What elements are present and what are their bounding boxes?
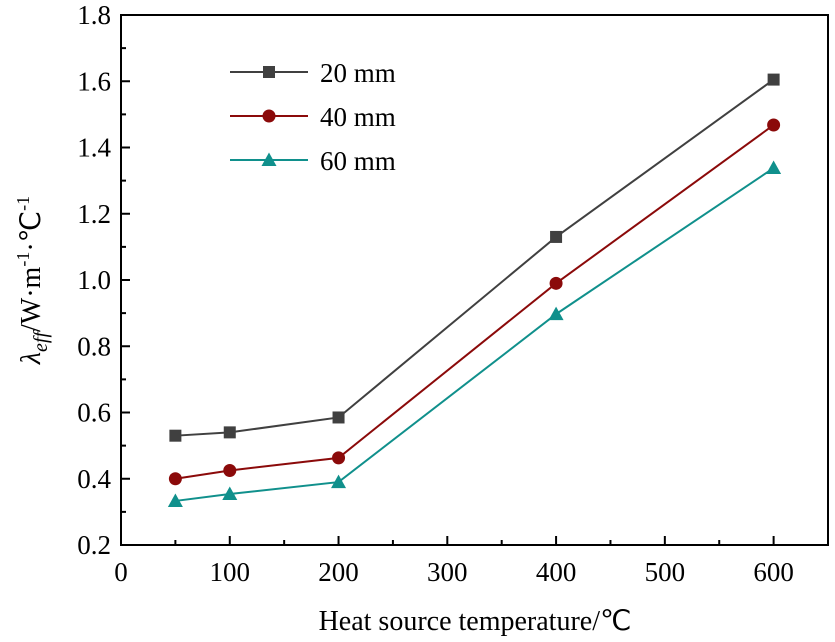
y-tick-label: 0.8: [77, 331, 111, 361]
x-tick-label: 100: [210, 557, 251, 587]
series-line: [175, 124, 775, 480]
y-axis-label: λeff/W·m-1·℃-1: [13, 196, 52, 365]
series-line: [175, 78, 775, 437]
x-tick-label: 300: [427, 557, 468, 587]
y-tick-label: 1.6: [77, 66, 111, 96]
legend-label: 20 mm: [320, 58, 396, 88]
x-tick-label: 0: [114, 557, 128, 587]
square-marker: [332, 411, 345, 424]
square-marker: [223, 426, 236, 439]
y-tick-label: 1.8: [77, 0, 111, 30]
legend-item: 60 mm: [230, 146, 396, 176]
y-tick-label: 1.4: [77, 133, 111, 163]
y-tick-label: 1.0: [77, 265, 111, 295]
x-tick-label: 400: [536, 557, 577, 587]
triangle-marker: [222, 486, 238, 500]
y-label-sup1: -1: [13, 252, 33, 267]
y-label-sup2: -1: [13, 196, 33, 211]
circle-marker: [262, 109, 276, 123]
y-tick-label: 0.2: [77, 530, 111, 560]
y-tick-label: 0.6: [77, 398, 111, 428]
legend-item: 20 mm: [230, 58, 396, 88]
x-tick-label: 600: [753, 557, 794, 587]
y-label-lambda: λ: [16, 352, 47, 365]
axis-ticks: 0 100 200 300 400 500 600 0.2 0.4 0.6 0.8 1.0 1.2 1.4…: [77, 0, 794, 587]
x-tick-label: 200: [318, 557, 359, 587]
circle-marker: [332, 451, 346, 465]
square-marker: [263, 66, 275, 78]
square-marker: [169, 429, 182, 442]
series-group: [167, 73, 782, 507]
y-tick-label: 1.2: [77, 199, 111, 229]
circle-marker: [549, 276, 563, 290]
triangle-marker: [548, 306, 564, 321]
square-marker: [550, 230, 563, 243]
plot-frame: [120, 14, 829, 546]
triangle-marker: [261, 152, 277, 166]
y-label-units: /W·m: [16, 266, 47, 332]
legend-label: 40 mm: [320, 102, 396, 132]
legend-label: 60 mm: [320, 146, 396, 176]
legend-item: 40 mm: [230, 102, 396, 132]
y-label-unit2: ·℃: [16, 211, 47, 252]
triangle-marker: [331, 474, 347, 489]
x-axis-label: Heat source temperature/℃: [319, 606, 632, 637]
square-marker: [767, 73, 780, 86]
triangle-marker: [766, 160, 782, 175]
y-tick-label: 0.4: [77, 464, 111, 494]
series-40mm: [168, 118, 781, 486]
series-60mm: [167, 160, 782, 507]
circle-marker: [223, 463, 237, 477]
series-20mm: [169, 73, 780, 442]
x-tick-label: 500: [645, 557, 686, 587]
circle-marker: [767, 118, 781, 132]
triangle-marker: [167, 493, 183, 507]
circle-marker: [168, 472, 182, 486]
legend: 20 mm 40 mm 60 mm: [230, 58, 396, 176]
series-line: [175, 167, 775, 502]
y-label-sub: eff: [30, 330, 52, 352]
